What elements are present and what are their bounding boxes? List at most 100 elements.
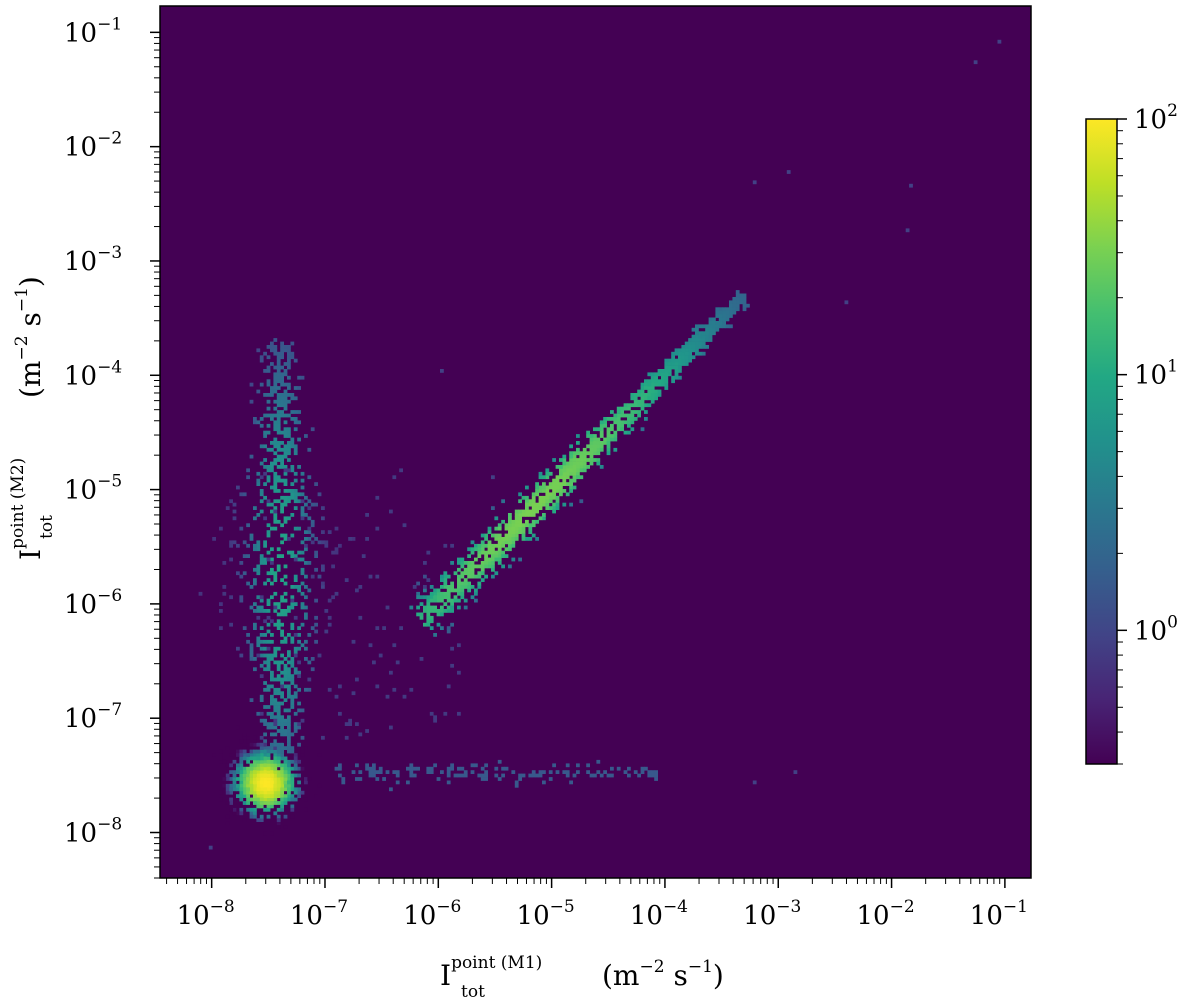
heatmap-cell xyxy=(630,427,635,432)
heatmap-cell xyxy=(511,533,516,538)
heatmap-cell xyxy=(310,574,315,579)
heatmap-cell xyxy=(355,722,359,726)
heatmap-cell xyxy=(423,595,427,600)
heatmap-cell xyxy=(429,595,434,600)
heatmap-cell xyxy=(287,605,291,610)
heatmap-cell xyxy=(256,643,261,648)
heatmap-cell xyxy=(259,698,264,702)
heatmap-cell xyxy=(416,612,420,617)
heatmap-cell xyxy=(249,766,254,771)
heatmap-cell xyxy=(535,509,539,514)
heatmap-cell xyxy=(266,646,271,651)
heatmap-cell xyxy=(708,327,713,332)
heatmap-cell xyxy=(273,787,278,792)
heatmap-cell xyxy=(293,574,298,579)
x-label-unit-close: ) xyxy=(713,959,724,992)
heatmap-cell xyxy=(249,756,254,761)
heatmap-cell xyxy=(429,766,434,771)
heatmap-cell xyxy=(667,372,672,377)
heatmap-cell xyxy=(280,379,284,384)
heatmap-cell xyxy=(263,722,267,726)
heatmap-cell xyxy=(266,814,271,819)
heatmap-cell xyxy=(256,348,261,353)
heatmap-cell xyxy=(487,564,492,569)
heatmap-cell xyxy=(287,763,291,768)
heatmap-cell xyxy=(667,369,672,373)
heatmap-cell xyxy=(453,571,458,576)
x-tick-label: 10−5 xyxy=(517,897,575,931)
heatmap-cell xyxy=(474,564,478,569)
heatmap-cell xyxy=(273,379,278,384)
heatmap-cell xyxy=(457,643,461,648)
heatmap-cell xyxy=(304,537,308,541)
heatmap-cell xyxy=(293,492,298,497)
heatmap-cell xyxy=(266,660,271,665)
heatmap-cell xyxy=(270,766,274,771)
heatmap-cell xyxy=(259,674,264,678)
heatmap-cell xyxy=(276,369,281,373)
heatmap-cell xyxy=(678,365,682,370)
heatmap-cell xyxy=(691,338,696,342)
heatmap-cell xyxy=(307,660,312,665)
heatmap-cell xyxy=(249,763,254,768)
heatmap-cell xyxy=(596,458,601,462)
heatmap-cell xyxy=(270,389,274,394)
heatmap-cell xyxy=(423,574,427,579)
heatmap-cell xyxy=(293,650,298,654)
heatmap-cell xyxy=(412,766,417,771)
heatmap-cell xyxy=(402,694,407,699)
heatmap-cell xyxy=(650,770,655,774)
heatmap-cell xyxy=(266,725,271,730)
heatmap-cell xyxy=(348,537,352,541)
heatmap-cell xyxy=(576,434,580,438)
heatmap-cell xyxy=(236,646,240,651)
heatmap-cell xyxy=(691,345,696,349)
heatmap-cell xyxy=(416,591,420,596)
heatmap-cell xyxy=(603,770,607,774)
heatmap-cell xyxy=(297,660,301,665)
heatmap-cell xyxy=(246,543,250,548)
heatmap-cell xyxy=(650,393,655,397)
heatmap-cell xyxy=(253,787,257,792)
heatmap-cell xyxy=(263,482,267,486)
heatmap-cell xyxy=(399,468,403,473)
heatmap-cell xyxy=(684,351,689,356)
heatmap-cell xyxy=(266,759,271,764)
heatmap-cell xyxy=(528,773,533,778)
heatmap-cell xyxy=(657,393,662,397)
heatmap-cell xyxy=(290,585,295,589)
heatmap-cell xyxy=(467,585,471,589)
heatmap-cell xyxy=(256,605,261,610)
heatmap-cell xyxy=(259,735,264,740)
heatmap-cell xyxy=(304,434,308,438)
heatmap-cell xyxy=(314,598,318,603)
heatmap-cell xyxy=(263,557,267,562)
heatmap-cell xyxy=(395,780,400,785)
heatmap-cell xyxy=(242,492,247,497)
heatmap-cell xyxy=(681,351,686,356)
colorbar xyxy=(1085,118,1118,765)
heatmap-cell xyxy=(620,413,624,418)
heatmap-cell xyxy=(701,341,706,346)
heatmap-cell xyxy=(300,602,305,606)
heatmap-cell xyxy=(701,338,706,342)
heatmap-cell xyxy=(253,794,257,798)
y-tick-label: 10−8 xyxy=(64,815,122,849)
heatmap-cell xyxy=(589,434,594,438)
heatmap-cell xyxy=(633,403,638,408)
heatmap-cell xyxy=(280,783,284,788)
heatmap-cell xyxy=(511,540,516,545)
heatmap-cell xyxy=(555,482,560,486)
x-label-superscript: point (M1) xyxy=(451,953,542,973)
heatmap-cell xyxy=(276,379,281,384)
heatmap-cell xyxy=(297,526,301,531)
heatmap-cell xyxy=(293,711,298,716)
heatmap-cell xyxy=(501,499,505,504)
heatmap-cell xyxy=(436,609,441,613)
heatmap-cell xyxy=(446,766,451,771)
heatmap-cell xyxy=(280,797,284,802)
heatmap-cell xyxy=(290,465,295,469)
heatmap-cell xyxy=(552,458,556,462)
heatmap-cell xyxy=(576,447,580,452)
heatmap-cell xyxy=(293,615,298,620)
